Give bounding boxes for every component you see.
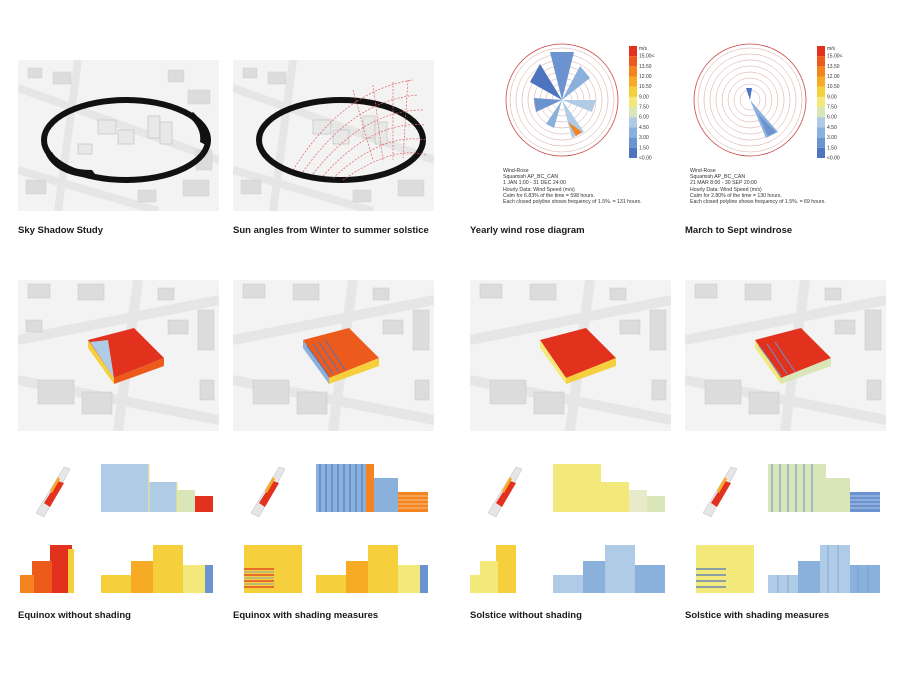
legend-label: 10.50 <box>639 84 652 90</box>
legend-label: 4.50 <box>827 125 837 131</box>
caption-yearly-rose: Yearly wind rose diagram <box>470 225 585 236</box>
caption-solstice-no: Solstice without shading <box>470 610 582 621</box>
solstice-no-shading-section-left <box>470 545 528 593</box>
yearly-rose-line: Hourly Data: Wind Speed (m/s) <box>503 186 575 193</box>
sky-shadow-study-image <box>18 60 219 211</box>
legend-swatch <box>629 86 637 97</box>
legend-swatch <box>817 96 825 108</box>
legend-swatch <box>817 147 825 158</box>
legend-label: 6.00 <box>827 115 837 121</box>
legend-swatch <box>817 86 825 97</box>
march-sept-wind-rose-chart <box>688 42 848 165</box>
sun-angles-image <box>233 60 434 211</box>
legend-swatch <box>629 76 637 87</box>
legend-label: 7.50 <box>639 105 649 111</box>
equinox-no-shading-aerial <box>18 280 219 431</box>
legend-swatch <box>817 76 825 87</box>
legend-swatch <box>629 117 637 128</box>
legend-label: 9.00 <box>639 94 649 100</box>
march-rose-line: Each closed polyline shows frequency of … <box>690 199 826 206</box>
legend-label: 1.50 <box>827 145 837 151</box>
legend-swatch <box>817 46 825 57</box>
legend-label: 15.00< <box>827 54 843 60</box>
legend-swatch <box>629 46 637 57</box>
legend-label: 3.00 <box>639 135 649 141</box>
equinox-with-shading-elevation-large <box>316 464 428 512</box>
solstice-with-shading-elevation-large <box>768 464 880 512</box>
legend-label: 1.50 <box>639 145 649 151</box>
legend-label: 13.50 <box>639 64 652 70</box>
equinox-with-shading-section-left <box>244 545 302 593</box>
march-rose-line: 21 MAR 8:00 - 30 SEP 20:00 <box>690 180 757 187</box>
legend-label: 12.00 <box>827 74 840 80</box>
yearly-rose-line: Wind-Rose <box>503 168 529 174</box>
legend-label: 7.50 <box>827 105 837 111</box>
caption-sky-shadow: Sky Shadow Study <box>18 225 103 236</box>
legend-label: 4.50 <box>639 125 649 131</box>
march-rose-line: Squamish AP_BC_CAN <box>690 174 746 181</box>
equinox-no-shading-elevation-large <box>101 464 213 512</box>
legend-unit: m/s <box>639 46 648 52</box>
caption-solstice-with: Solstice with shading measures <box>685 610 830 621</box>
yearly-rose-info: Wind-Rose Squamish AP_BC_CAN 1 JAN 1:00 … <box>503 168 642 205</box>
legend-swatch <box>629 107 637 118</box>
equinox-with-shading-elevation-small <box>245 463 315 521</box>
solstice-with-shading-section-right <box>768 545 880 593</box>
yearly-rose-line: Squamish AP_BC_CAN <box>503 174 559 181</box>
solstice-with-shading-section-left <box>696 545 754 593</box>
legend-label: 10.50 <box>827 84 840 90</box>
caption-equinox-with: Equinox with shading measures <box>233 610 379 621</box>
march-rose-line: Hourly Data: Wind Speed (m/s) <box>690 186 762 193</box>
legend-swatch <box>629 137 637 148</box>
legend-label: <0.00 <box>639 155 652 161</box>
equinox-with-shading-aerial <box>233 280 434 431</box>
legend-swatch <box>629 66 637 77</box>
march-rose-line: Wind-Rose <box>690 168 716 174</box>
legend-unit: m/s <box>827 46 836 52</box>
legend-yearly: m/s 15.00< 13.50 12.00 10.50 9.00 7.50 6.00 4.50… <box>625 44 659 166</box>
march-rose-info: Wind-Rose Squamish AP_BC_CAN 21 MAR 8:00… <box>690 168 826 205</box>
legend-swatch <box>629 96 637 108</box>
caption-equinox-no: Equinox without shading <box>18 610 131 621</box>
legend-swatch <box>817 137 825 148</box>
equinox-with-shading-section-right <box>316 545 428 593</box>
legend-label: 13.50 <box>827 64 840 70</box>
legend-label: 9.00 <box>827 94 837 100</box>
equinox-no-shading-section-left <box>20 545 90 593</box>
caption-sun-angles: Sun angles from Winter to summer solstic… <box>233 225 429 236</box>
solstice-with-shading-elevation-small <box>697 463 767 521</box>
solstice-with-shading-aerial <box>685 280 886 431</box>
yearly-rose-line: 1 JAN 1:00 - 31 DEC 24:00 <box>503 180 566 187</box>
solstice-no-shading-elevation-small <box>482 463 552 521</box>
caption-march-sept: March to Sept windrose <box>685 225 793 236</box>
legend-swatch <box>817 127 825 138</box>
legend-swatch <box>629 147 637 158</box>
legend-swatch <box>817 56 825 67</box>
legend-swatch <box>817 66 825 77</box>
legend-label: 6.00 <box>639 115 649 121</box>
legend-swatch <box>817 107 825 118</box>
yearly-wind-rose-chart <box>500 42 660 165</box>
solstice-no-shading-elevation-large <box>553 464 665 512</box>
legend-swatch <box>629 127 637 138</box>
legend-swatch <box>629 56 637 67</box>
legend-label: 15.00< <box>639 54 655 60</box>
yearly-rose-line: Each closed polyline shows frequency of … <box>503 199 642 206</box>
legend-march-sept: m/s 15.00< 13.50 12.00 10.50 9.00 7.50 6.00 4.50… <box>813 44 847 166</box>
yearly-rose-line: Calm for 6.83% of the time = 598 hours. <box>503 192 595 199</box>
march-rose-line: Calm for 2.80% of the time = 130 hours. <box>690 192 782 199</box>
legend-label: 12.00 <box>639 74 652 80</box>
solstice-no-shading-aerial <box>470 280 671 431</box>
legend-label: <0.00 <box>827 155 840 161</box>
solstice-no-shading-section-right <box>553 545 665 593</box>
equinox-no-shading-section-right <box>101 545 213 593</box>
legend-swatch <box>817 117 825 128</box>
legend-label: 3.00 <box>827 135 837 141</box>
equinox-no-shading-elevation-small <box>30 463 100 521</box>
